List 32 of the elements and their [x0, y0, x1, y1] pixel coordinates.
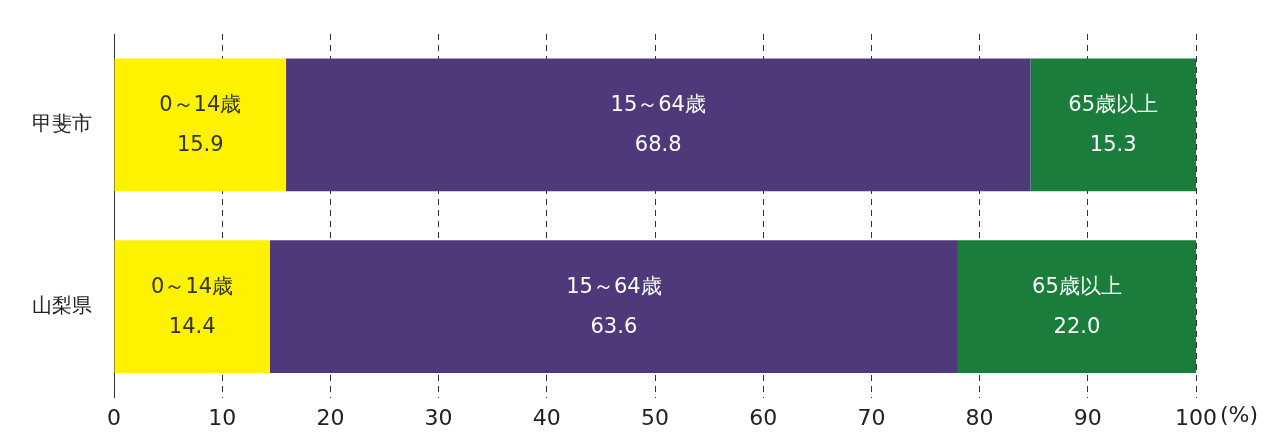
data-label: 68.8: [634, 132, 682, 157]
x-axis-title: (%): [1220, 402, 1259, 428]
data-label: 22.0: [1053, 314, 1101, 339]
x-tick-label: 0: [107, 404, 121, 430]
x-tick-label: 60: [749, 404, 778, 430]
data-label: 14.4: [168, 314, 216, 339]
series-label: 65歳以上: [1032, 274, 1122, 299]
text: 65歳以上: [1068, 92, 1159, 117]
x-tick-label: 30: [424, 404, 453, 430]
bar: [286, 58, 1031, 192]
x-tick-label: 100: [1175, 404, 1217, 430]
x-tick-label: 20: [316, 404, 345, 430]
series-label: 15～64歳: [566, 274, 662, 299]
bar: [114, 58, 287, 192]
data-label: 63.6: [590, 314, 638, 339]
series-label: 0～14歳: [151, 274, 234, 299]
bar: [269, 240, 958, 374]
x-tick-label: 50: [641, 404, 669, 430]
x-tick-label: 70: [857, 404, 886, 430]
bar: [114, 240, 270, 374]
bar: [957, 240, 1196, 374]
data-label: 15.9: [176, 132, 224, 157]
x-tick-label: 40: [532, 404, 561, 430]
y-tick-label: 山梨県: [32, 292, 92, 317]
x-tick-label: 80: [965, 404, 994, 430]
y-tick-label: 甲斐市: [32, 111, 92, 136]
bar: [1030, 58, 1196, 192]
x-tick-label: 90: [1073, 404, 1102, 430]
text: 0～14歳: [159, 92, 242, 117]
x-tick-label: 10: [208, 404, 237, 430]
text: 15～64歳: [610, 92, 706, 117]
data-label: 15.3: [1089, 132, 1137, 157]
